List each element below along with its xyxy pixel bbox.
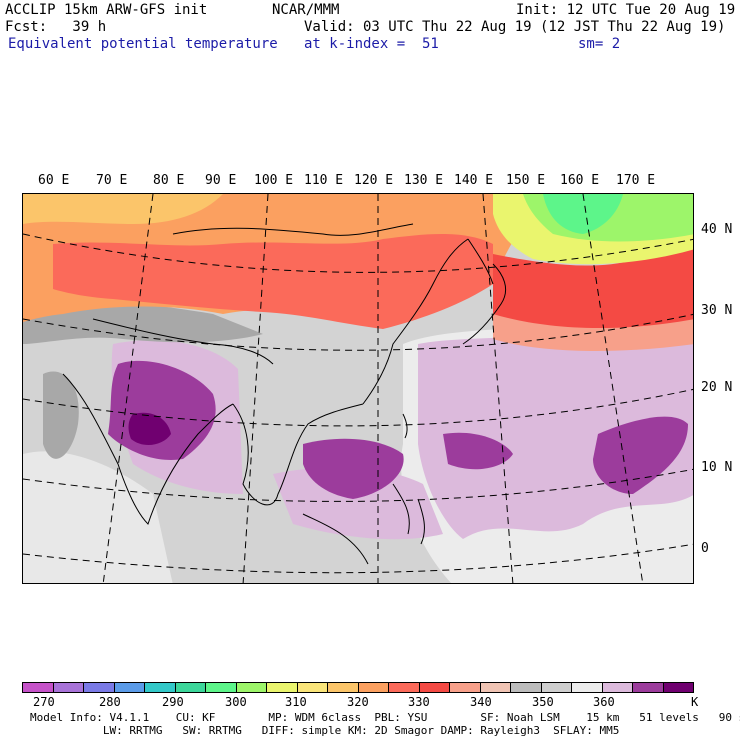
colorbar-swatch-1: [53, 683, 84, 692]
meridian-80e: [102, 194, 154, 583]
colorbar-swatch-19: [602, 683, 633, 692]
lat-label-20n: 20 N: [701, 380, 733, 395]
colorbar-swatch-5: [175, 683, 206, 692]
colorbar-swatch-13: [419, 683, 450, 692]
field-purple-east-pacific: [593, 416, 688, 494]
colorbar-swatch-4: [145, 683, 176, 692]
colorbar-swatch-16: [511, 683, 542, 692]
lon-label-60e: 60 E: [38, 173, 70, 188]
colorbar: [22, 682, 694, 693]
coast-china: [362, 238, 469, 405]
colorbar-swatch-12: [389, 683, 420, 692]
colorbar-tick-360: 360: [593, 695, 615, 709]
colorbar-tick-290: 290: [162, 695, 184, 709]
colorbar-tick-330: 330: [408, 695, 430, 709]
init-time: Init: 12 UTC Tue 20 Aug 19: [516, 2, 736, 18]
colorbar-swatch-0: [23, 683, 54, 692]
field-dark-grey-tibet: [23, 299, 263, 344]
colorbar-swatch-21: [663, 683, 693, 692]
level-index: at k-index = 51: [304, 36, 439, 52]
colorbar-tick-340: 340: [470, 695, 492, 709]
footer-physics: LW: RRTMG SW: RRTMG DIFF: simple KM: 2D …: [30, 724, 620, 737]
parallel-40n: [23, 233, 693, 273]
field-name: Equivalent potential temperature: [8, 36, 278, 52]
lon-label-90e: 90 E: [205, 173, 237, 188]
meridian-140e: [482, 194, 514, 583]
parallel-30n: [23, 313, 693, 351]
meridian-160e: [582, 194, 644, 583]
field-bright-green-ne: [543, 194, 623, 234]
model-title: ACCLIP 15km ARW-GFS init: [5, 2, 208, 18]
lon-label-150e: 150 E: [506, 173, 546, 188]
field-red-east: [493, 234, 693, 344]
colorbar-swatch-3: [114, 683, 145, 692]
colorbar-swatch-14: [450, 683, 481, 692]
colorbar-swatch-7: [236, 683, 267, 692]
colorbar-swatch-9: [297, 683, 328, 692]
lon-label-80e: 80 E: [153, 173, 185, 188]
colorbar-swatch-6: [206, 683, 237, 692]
colorbar-swatch-20: [633, 683, 664, 692]
colorbar-tick-310: 310: [285, 695, 307, 709]
colorbar-tick-280: 280: [99, 695, 121, 709]
colorbar-swatch-11: [358, 683, 389, 692]
parallel-20n: [23, 388, 693, 427]
lat-label-0: 0: [701, 541, 709, 556]
coast-philippines: [392, 483, 425, 545]
lon-label-70e: 70 E: [96, 173, 128, 188]
field-pale-orange-nw: [23, 194, 223, 224]
lat-label-40n: 40 N: [701, 222, 733, 237]
lon-label-160e: 160 E: [560, 173, 600, 188]
coastlines: [62, 223, 506, 565]
border-mongolia: [172, 223, 414, 236]
lon-label-170e: 170 E: [616, 173, 656, 188]
colorbar-tick-270: 270: [33, 695, 55, 709]
field-light-purple-south: [273, 467, 443, 540]
coast-indochina: [232, 403, 364, 506]
lon-label-140e: 140 E: [454, 173, 494, 188]
colorbar-swatch-17: [541, 683, 572, 692]
meridian-100e: [242, 194, 269, 583]
field-purple-philippine-sea: [443, 432, 513, 470]
colorbar-tick-300: 300: [225, 695, 247, 709]
colorbar-tick-320: 320: [347, 695, 369, 709]
colorbar-swatch-8: [267, 683, 298, 692]
theta-e-map: [22, 193, 694, 584]
forecast-hour: Fcst: 39 h: [5, 19, 107, 35]
colorbar-swatch-2: [84, 683, 115, 692]
colorbar-swatch-10: [328, 683, 359, 692]
graticule: [23, 194, 693, 583]
lat-label-10n: 10 N: [701, 460, 733, 475]
field-deep-purple-core: [128, 412, 171, 446]
valid-time: Valid: 03 UTC Thu 22 Aug 19 (12 JST Thu …: [304, 19, 726, 35]
footer-model-info: Model Info: V4.1.1 CU: KF MP: WDM 6class…: [30, 711, 740, 724]
coast-korea-japan: [462, 238, 506, 345]
colorbar-unit: K: [691, 695, 699, 709]
coast-taiwan: [402, 413, 408, 439]
field-red-band: [53, 234, 493, 329]
colorbar-swatch-15: [480, 683, 511, 692]
coast-india: [62, 373, 234, 525]
colorbar-tick-350: 350: [532, 695, 554, 709]
lat-label-30n: 30 N: [701, 303, 733, 318]
lon-label-120e: 120 E: [354, 173, 394, 188]
coast-borneo: [302, 513, 369, 565]
smoothing-value: sm= 2: [578, 36, 621, 52]
border-himalaya: [92, 318, 274, 365]
lon-label-130e: 130 E: [404, 173, 444, 188]
field-dark-grey-west: [43, 371, 79, 459]
lon-label-110e: 110 E: [304, 173, 344, 188]
field-salmon-east: [493, 314, 693, 351]
lon-label-100e: 100 E: [254, 173, 294, 188]
center-name: NCAR/MMM: [272, 2, 340, 18]
colorbar-swatch-18: [572, 683, 603, 692]
